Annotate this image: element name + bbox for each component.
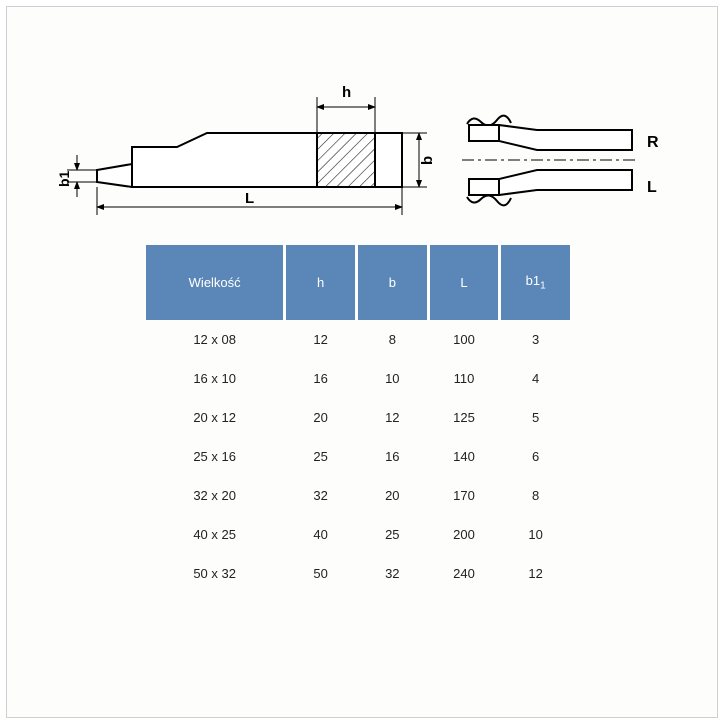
table-cell: 20 x 12 — [146, 398, 283, 437]
table-cell: 25 — [358, 515, 427, 554]
plan-view-L: L — [462, 160, 657, 205]
table-cell: 40 x 25 — [146, 515, 283, 554]
table-row: 16 x 1016101104 — [146, 359, 570, 398]
dim-h: h — [317, 84, 375, 133]
table-row: 20 x 1220121255 — [146, 398, 570, 437]
table-cell: 10 — [501, 515, 570, 554]
table-cell: 20 — [358, 476, 427, 515]
dimensions-table: Wielkość h b L b11 12 x 08128100316 x 10… — [143, 245, 573, 593]
col-b: b — [358, 245, 427, 320]
table-cell: 3 — [501, 320, 570, 359]
table-cell: 4 — [501, 359, 570, 398]
table-cell: 140 — [430, 437, 499, 476]
table-cell: 40 — [286, 515, 355, 554]
table-row: 12 x 081281003 — [146, 320, 570, 359]
table-cell: 32 — [286, 476, 355, 515]
table-cell: 20 — [286, 398, 355, 437]
table-cell: 32 x 20 — [146, 476, 283, 515]
table-cell: 8 — [358, 320, 427, 359]
table-cell: 6 — [501, 437, 570, 476]
col-L: L — [430, 245, 499, 320]
card: h b b1 L — [6, 6, 718, 718]
table-cell: 16 — [286, 359, 355, 398]
table-cell: 32 — [358, 554, 427, 593]
label-h: h — [342, 84, 351, 101]
dim-b1: b1 — [56, 155, 97, 197]
table-cell: 12 — [358, 398, 427, 437]
table-cell: 50 x 32 — [146, 554, 283, 593]
col-b1: b11 — [501, 245, 570, 320]
table-cell: 12 — [286, 320, 355, 359]
label-b: b — [419, 156, 436, 165]
table-cell: 8 — [501, 476, 570, 515]
table-cell: 16 — [358, 437, 427, 476]
table-cell: 12 — [501, 554, 570, 593]
table-cell: 110 — [430, 359, 499, 398]
table-cell: 100 — [430, 320, 499, 359]
label-R: R — [647, 134, 659, 151]
side-view — [97, 133, 402, 187]
table-cell: 170 — [430, 476, 499, 515]
col-wielkosc: Wielkość — [146, 245, 283, 320]
label-L: L — [245, 190, 254, 207]
table-row: 32 x 2032201708 — [146, 476, 570, 515]
dim-L: L — [97, 187, 402, 215]
table-header-row: Wielkość h b L b11 — [146, 245, 570, 320]
plan-view-R: R — [467, 116, 659, 151]
table-row: 25 x 1625161406 — [146, 437, 570, 476]
table-row: 40 x 25402520010 — [146, 515, 570, 554]
dimensions-table-wrap: Wielkość h b L b11 12 x 08128100316 x 10… — [143, 245, 573, 593]
dim-b: b — [402, 133, 436, 187]
label-Lside: L — [647, 179, 657, 196]
diagram-svg: h b b1 L — [7, 7, 719, 222]
table-cell: 25 x 16 — [146, 437, 283, 476]
table-cell: 240 — [430, 554, 499, 593]
table-cell: 50 — [286, 554, 355, 593]
table-cell: 5 — [501, 398, 570, 437]
col-h: h — [286, 245, 355, 320]
table-cell: 200 — [430, 515, 499, 554]
table-cell: 12 x 08 — [146, 320, 283, 359]
table-cell: 10 — [358, 359, 427, 398]
table-cell: 16 x 10 — [146, 359, 283, 398]
table-cell: 25 — [286, 437, 355, 476]
table-cell: 125 — [430, 398, 499, 437]
label-b1: b1 — [56, 170, 72, 187]
table-row: 50 x 32503224012 — [146, 554, 570, 593]
technical-diagram: h b b1 L — [7, 7, 717, 217]
